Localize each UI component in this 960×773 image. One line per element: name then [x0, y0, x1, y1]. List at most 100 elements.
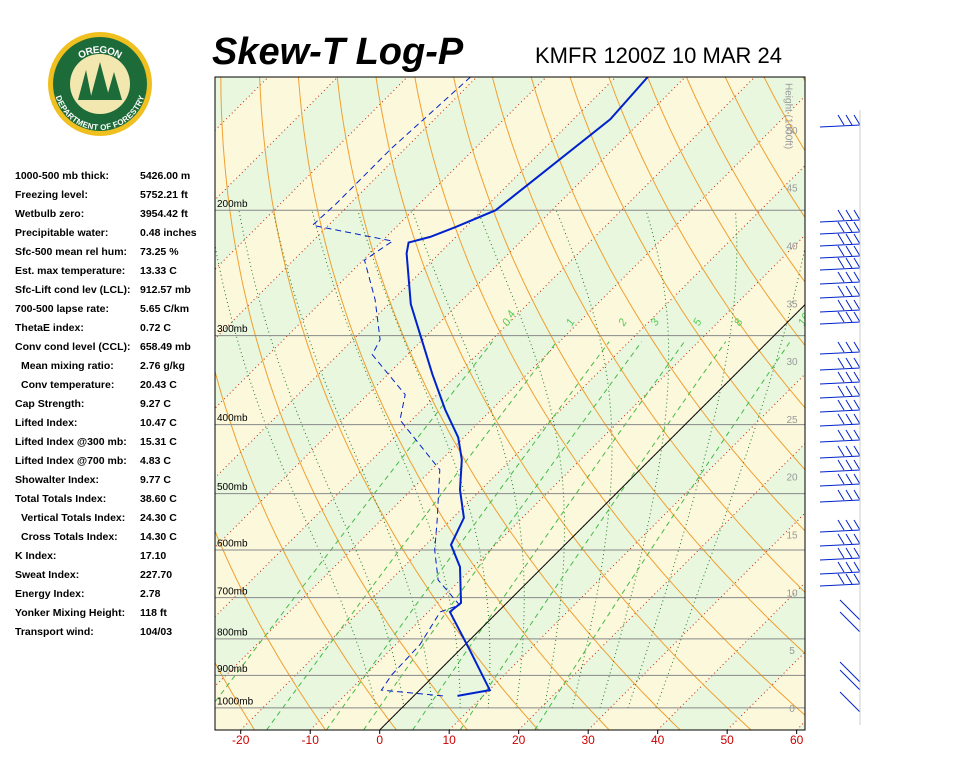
y2-tick-label: 0: [789, 704, 795, 715]
stat-value: 14.30 C: [140, 531, 177, 543]
wind-barb: [819, 533, 861, 547]
barb-flag: [845, 547, 853, 559]
barb-staff: [839, 691, 861, 713]
dry-adiabat: [259, 77, 539, 730]
barb-flag: [837, 299, 845, 311]
x-tick-label: -10: [302, 733, 320, 747]
barb-flag: [853, 519, 861, 531]
barb-flag: [853, 245, 861, 257]
barb-flag: [845, 429, 853, 441]
plot-background: [215, 77, 960, 730]
barb-flag: [853, 547, 861, 559]
wind-barbs: [819, 114, 861, 713]
barb-staff: [819, 483, 861, 487]
stat-value: 5752.21 ft: [140, 189, 188, 201]
stat-value: 38.60 C: [140, 493, 177, 505]
stat-value: 104/03: [140, 626, 172, 638]
logo: OREGON DEPARTMENT OF FORESTRY: [48, 32, 152, 136]
barb-flag: [853, 429, 861, 441]
barb-flag: [845, 221, 853, 233]
stat-label: Lifted Index @700 mb:: [15, 455, 127, 467]
barb-flag: [845, 489, 853, 501]
moist-adiabat: [411, 210, 525, 708]
barb-flag: [837, 445, 845, 457]
barb-flag: [837, 271, 845, 283]
wind-barb: [819, 233, 861, 247]
wind-barb: [819, 429, 861, 443]
barb-flag: [845, 233, 853, 245]
stat-label: Sweat Index:: [15, 569, 79, 581]
barb-staff: [819, 543, 861, 547]
wind-barb: [819, 445, 861, 459]
y2-tick-label: 30: [786, 357, 798, 368]
barb-flag: [853, 299, 861, 311]
x-tick-label: 40: [651, 733, 665, 747]
stat-value: 4.83 C: [140, 455, 171, 467]
isotherm-band: [518, 443, 805, 730]
barb-flag: [845, 519, 853, 531]
wind-barb: [819, 285, 861, 299]
stat-label: Lifted Index @300 mb:: [15, 436, 127, 448]
barb-staff: [819, 557, 861, 561]
wind-barb: [819, 357, 861, 371]
barb-staff: [819, 321, 861, 325]
isotherm-band: [240, 165, 805, 730]
stat-label: Sfc-500 mean rel hum:: [15, 246, 127, 258]
barb-staff: [819, 381, 861, 385]
mixing-ratio-line: [534, 341, 791, 730]
barb-staff: [819, 455, 861, 459]
barb-flag: [845, 533, 853, 545]
barb-staff: [839, 599, 861, 621]
wind-barb: [819, 341, 861, 355]
barb-staff: [839, 669, 861, 691]
wind-barb: [819, 573, 861, 587]
barb-flag: [853, 399, 861, 411]
barb-flag: [837, 233, 845, 245]
x-tick-label: 20: [512, 733, 526, 747]
dewpoint-profile: [311, 77, 471, 697]
barb-flag: [837, 221, 845, 233]
wind-barb: [839, 669, 861, 691]
barb-staff: [819, 583, 861, 587]
stat-value: 73.25 %: [140, 246, 179, 258]
stat-value: 912.57 mb: [140, 284, 191, 296]
stat-label: Conv cond level (CCL):: [15, 341, 131, 353]
barb-flag: [845, 413, 853, 425]
barb-flag: [853, 533, 861, 545]
barb-flag: [837, 561, 845, 573]
stat-value: 3954.42 ft: [140, 208, 188, 220]
mixing-ratio-line: [325, 341, 610, 730]
barb-staff: [819, 351, 861, 355]
moist-adiabat: [272, 210, 433, 708]
x-tick-label: 10: [443, 733, 457, 747]
isotherm-band: [727, 652, 805, 730]
wind-barb: [819, 209, 861, 223]
mixing-ratio-label: 1: [564, 317, 577, 328]
barb-flag: [853, 221, 861, 233]
wind-barb: [819, 371, 861, 385]
barb-flag: [853, 209, 861, 221]
barb-staff: [819, 423, 861, 427]
axes: 200mb 300mb 400mb 500mb 600mb 700mb 800mb 900mb…: [217, 83, 804, 747]
y-tick-label: 300mb: [217, 324, 248, 335]
barb-flag: [845, 445, 853, 457]
y-tick-label: 1000mb: [217, 697, 254, 708]
barb-staff: [819, 409, 861, 413]
y-tick-label: 700mb: [217, 586, 248, 597]
barb-flag: [837, 341, 845, 353]
stat-label: Total Totals Index:: [15, 493, 106, 505]
barb-flag: [853, 271, 861, 283]
barb-flag: [837, 459, 845, 471]
wind-barb: [819, 311, 861, 325]
dry-adiabat: [880, 77, 960, 730]
barb-staff: [819, 367, 861, 371]
stat-value: 227.70: [140, 569, 172, 581]
stat-label: Vertical Totals Index:: [21, 512, 125, 524]
x-tick-label: 0: [376, 733, 383, 747]
barb-flag: [853, 233, 861, 245]
barb-staff: [819, 267, 861, 271]
barb-flag: [845, 299, 853, 311]
y-tick-label: 500mb: [217, 482, 248, 493]
stat-value: 15.31 C: [140, 436, 177, 448]
wind-barb: [819, 114, 861, 128]
